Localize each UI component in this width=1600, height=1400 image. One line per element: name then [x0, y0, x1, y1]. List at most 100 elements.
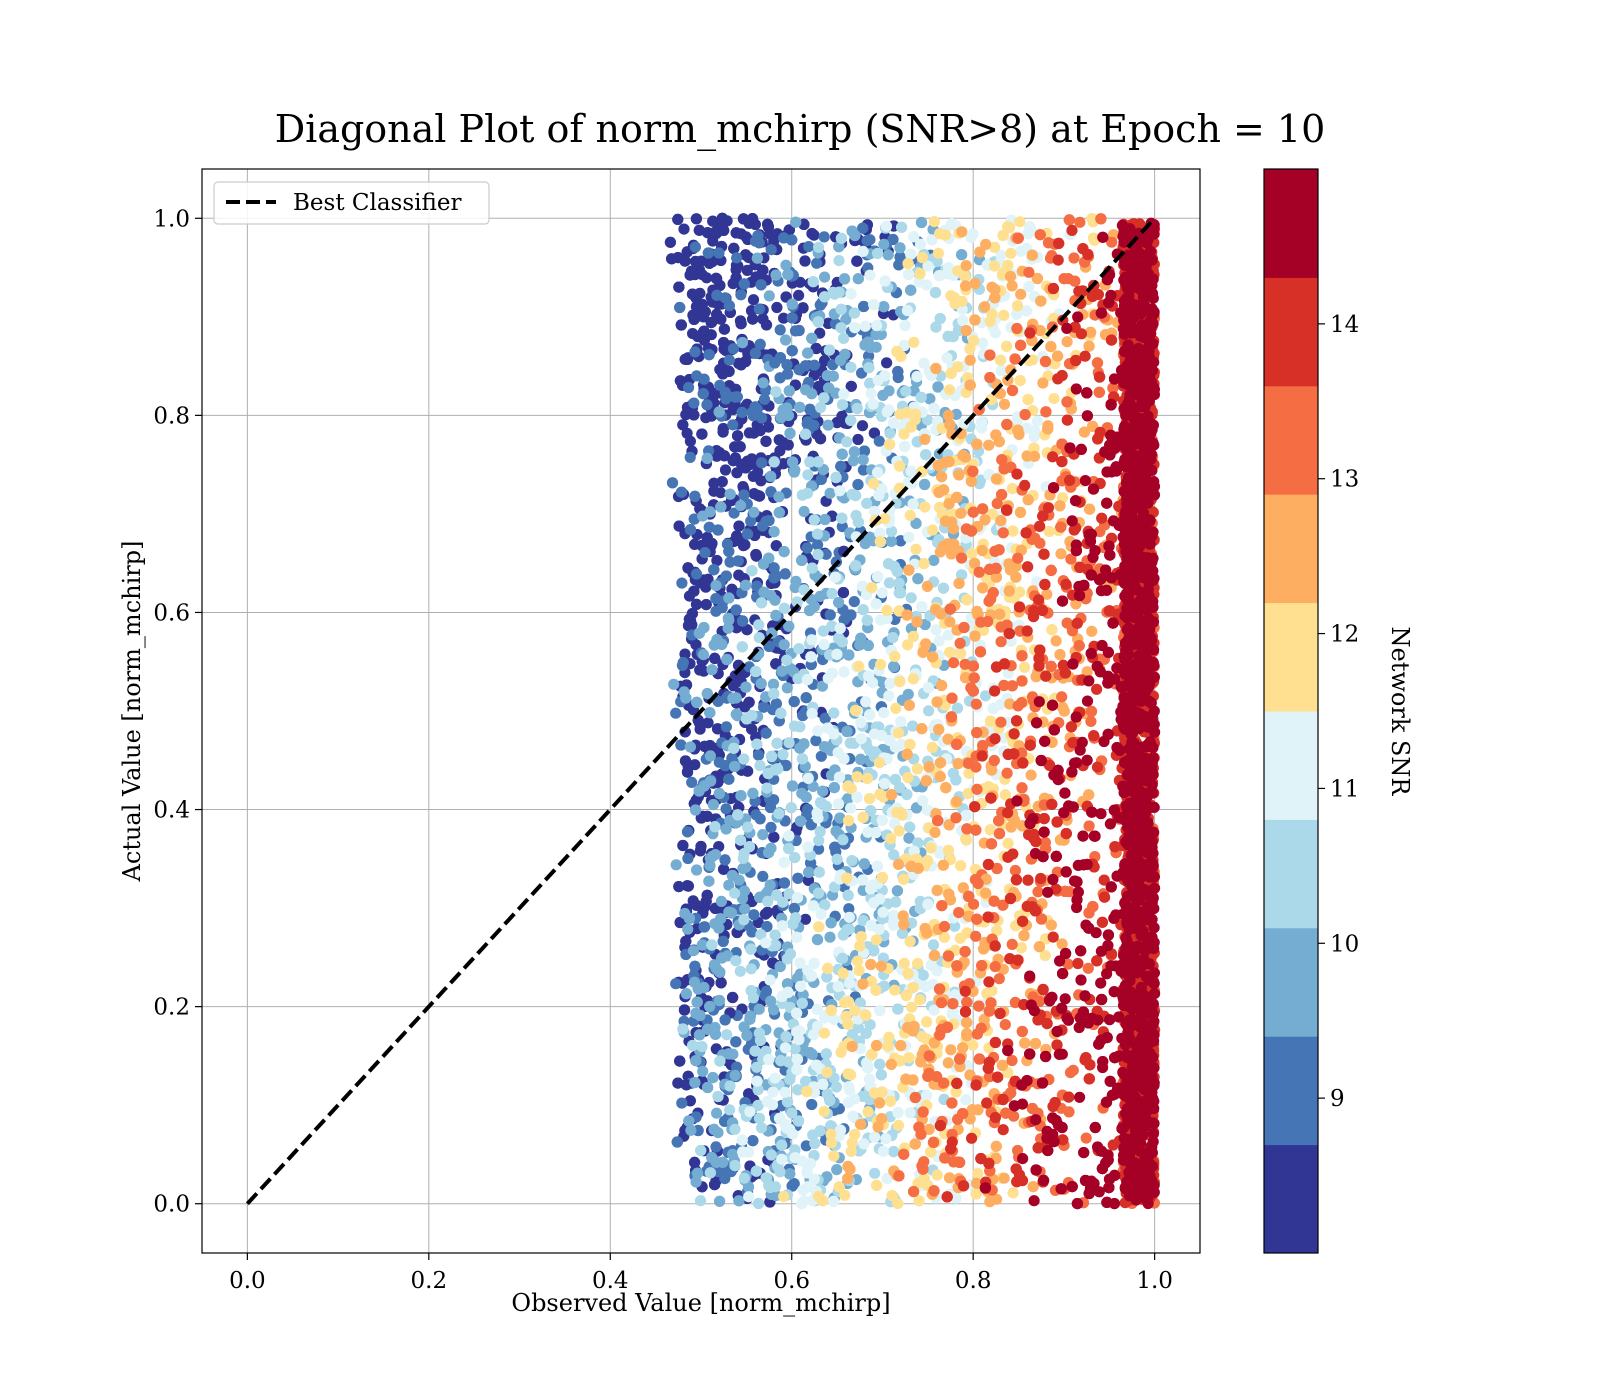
scatter-point [678, 1004, 691, 1016]
scatter-point [684, 451, 696, 463]
scatter-point [733, 1195, 745, 1207]
scatter-point [718, 323, 731, 335]
scatter-point [1028, 431, 1040, 443]
scatter-point [855, 733, 867, 745]
scatter-point [798, 505, 810, 518]
scatter-point [747, 313, 759, 325]
scatter-point [842, 780, 854, 793]
scatter-point [763, 290, 775, 302]
scatter-point [817, 785, 829, 797]
scatter-point [813, 887, 825, 899]
scatter-point [901, 305, 914, 317]
scatter-point [784, 948, 797, 960]
scatter-point [717, 368, 729, 380]
scatter-point [778, 877, 791, 889]
scatter-point [680, 988, 693, 1000]
scatter-point [824, 487, 836, 499]
scatter-point [720, 803, 732, 815]
scatter-point [773, 808, 785, 820]
scatter-point [789, 325, 802, 337]
scatter-point [711, 634, 723, 646]
scatter-point [729, 1123, 741, 1135]
scatter-point [687, 309, 699, 321]
scatter-point [723, 592, 735, 604]
scatter-point [811, 257, 823, 269]
scatter-point [730, 955, 742, 967]
scatter-point [902, 688, 914, 700]
scatter-point [732, 809, 744, 821]
scatter-point [852, 273, 864, 285]
scatter-point [794, 721, 806, 733]
scatter-point [707, 1072, 719, 1084]
scatter-point [905, 284, 917, 296]
scatter-point [765, 470, 777, 482]
scatter-point [815, 401, 827, 414]
scatter-point [878, 707, 890, 719]
scatter-point [874, 535, 886, 548]
scatter-point [871, 320, 883, 332]
scatter-point [690, 213, 703, 225]
scatter-point [976, 416, 988, 428]
scatter-point [751, 403, 763, 415]
scatter-point [794, 980, 807, 993]
scatter-point [694, 845, 707, 857]
scatter-point [715, 501, 727, 513]
scatter-point [786, 780, 799, 792]
scatter-point [776, 1139, 788, 1151]
scatter-point [783, 385, 795, 397]
scatter-point [757, 558, 770, 570]
scatter-point [774, 445, 786, 457]
scatter-point [781, 654, 793, 666]
scatter-point [747, 294, 760, 306]
scatter-point [718, 224, 730, 236]
scatter-point [1048, 393, 1060, 405]
scatter-point [742, 821, 754, 833]
scatter-point [919, 478, 931, 491]
scatter-point [927, 939, 940, 951]
scatter-point [811, 1003, 823, 1016]
scatter-point [892, 366, 904, 378]
scatter-point [724, 1104, 736, 1116]
scatter-point [808, 600, 820, 613]
scatter-point [852, 516, 865, 528]
scatter-point [893, 587, 905, 599]
scatter-point [732, 555, 744, 567]
scatter-point [850, 560, 862, 572]
scatter-point [873, 923, 885, 935]
scatter-point [677, 839, 689, 852]
scatter-point [760, 319, 773, 331]
scatter-point [812, 725, 824, 737]
scatter-point [804, 403, 816, 415]
scatter-point [681, 766, 694, 778]
scatter-point [690, 1055, 702, 1067]
scatter-point [828, 1195, 840, 1207]
scatter-point [713, 406, 725, 418]
scatter-point [804, 456, 816, 468]
scatter-point [750, 1165, 763, 1177]
scatter-point [916, 251, 928, 264]
scatter-point [697, 1065, 709, 1077]
scatter-point [869, 1167, 881, 1179]
scatter-point [802, 469, 814, 481]
scatter-point [893, 577, 905, 589]
scatter-point [770, 609, 782, 622]
scatter-point [777, 748, 789, 761]
scatter-point [862, 336, 874, 348]
scatter-point [796, 753, 809, 765]
scatter-point [818, 1105, 830, 1118]
scatter-point [694, 664, 706, 676]
scatter-point [813, 866, 825, 878]
scatter-point [718, 450, 731, 462]
scatter-point [752, 749, 765, 761]
scatter-point [750, 665, 762, 678]
scatter-point [813, 921, 825, 933]
scatter-point [702, 1081, 714, 1094]
scatter-point [879, 513, 891, 525]
scatter-point [884, 427, 896, 439]
scatter-point [794, 815, 807, 827]
scatter-point [730, 604, 742, 616]
scatter-point [833, 255, 845, 267]
scatter-point [783, 830, 795, 842]
scatter-point [714, 1195, 726, 1207]
scatter-point [734, 441, 746, 453]
